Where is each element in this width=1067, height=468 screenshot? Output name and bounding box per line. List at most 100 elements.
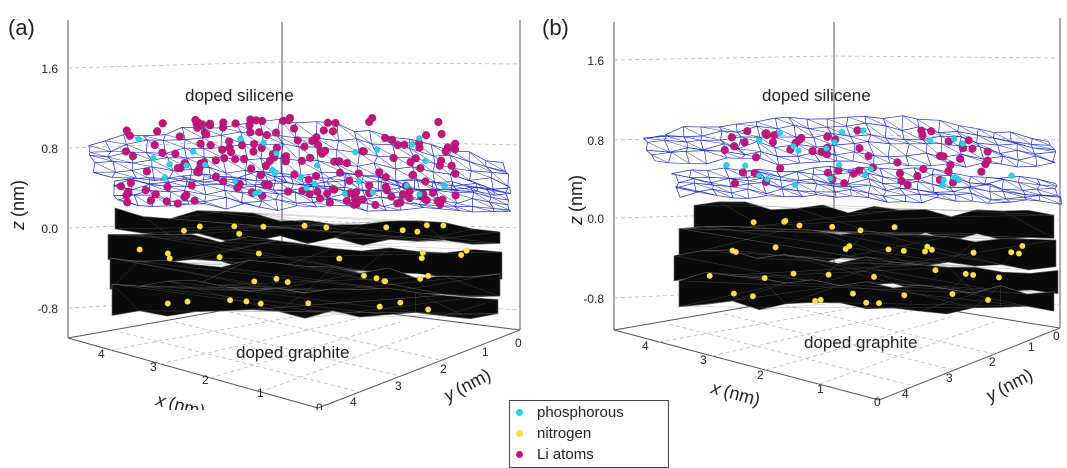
nitrogen-atom — [949, 290, 956, 298]
silicene-mesh-edge — [112, 160, 133, 164]
graphite-mesh-edge — [745, 201, 772, 210]
silicene-mesh-edge — [283, 143, 300, 148]
nitrogen-atom — [900, 247, 907, 255]
silicene-mesh-edge — [133, 194, 153, 207]
phosphorous-atom — [251, 190, 259, 197]
silicene-mesh-edge — [887, 143, 891, 157]
silicene-mesh-edge — [336, 149, 358, 167]
li-atom — [151, 190, 160, 199]
silicene-mesh-edge — [1036, 188, 1058, 196]
silicene-mesh-edge — [381, 197, 385, 207]
silicene-mesh-edge — [203, 184, 225, 191]
legend-label: Li atoms — [537, 445, 594, 463]
graphite-mesh-edge — [786, 282, 947, 290]
nitrogen-atom — [928, 246, 936, 253]
silicene-mesh-edge — [89, 155, 96, 163]
silicene-mesh-edge — [645, 142, 648, 151]
silicene-mesh-edge — [275, 198, 297, 204]
silicene-mesh-edge — [647, 139, 665, 143]
graphite-mesh-edge — [333, 248, 362, 252]
z-tick: 0.0 — [587, 212, 604, 226]
silicene-mesh-edge — [861, 166, 884, 178]
graphite-mesh-edge — [925, 232, 977, 234]
silicene-mesh-edge — [865, 116, 887, 127]
phosphorous-atom — [190, 148, 197, 155]
silicene-mesh-edge — [1002, 155, 1018, 168]
silicene-mesh-edge — [905, 143, 910, 156]
silicene-mesh-edge — [202, 173, 205, 183]
silicene-mesh-edge — [736, 123, 758, 127]
silicene-mesh-edge — [336, 123, 357, 139]
silicene-mesh-edge — [131, 170, 155, 181]
silicene-mesh-edge — [933, 191, 954, 193]
phosphorous-atom — [838, 128, 846, 136]
silicene-mesh-edge — [850, 189, 852, 196]
silicene-mesh-edge — [812, 179, 818, 185]
silicene-mesh-edge — [917, 181, 935, 193]
phosphorous-atom — [166, 161, 173, 168]
silicene-mesh-edge — [417, 180, 420, 190]
silicene-mesh-edge — [1018, 182, 1023, 191]
silicene-mesh-edge — [757, 125, 778, 130]
graphite-mesh-edge — [167, 280, 306, 319]
silicene-mesh-edge — [933, 192, 940, 195]
silicene-mesh-edge — [1032, 138, 1051, 146]
silicene-mesh-edge — [873, 162, 891, 166]
graphite-mesh-edge — [139, 286, 250, 292]
nitrogen-atom — [417, 275, 424, 282]
li-atom — [345, 176, 354, 185]
silicene-mesh-edge — [470, 187, 474, 193]
panel-a-plot: (a) doped silicene doped graphite 1.6 0.… — [8, 15, 522, 410]
silicene-mesh-edge — [131, 162, 134, 171]
nitrogen-atom — [970, 249, 977, 257]
silicene-mesh-edge — [774, 147, 778, 157]
silicene-mesh-edge — [112, 161, 133, 171]
li-atom — [196, 139, 205, 149]
silicene-mesh-edge — [1022, 188, 1037, 191]
phosphorous-atom — [416, 191, 423, 198]
silicene-mesh-edge — [953, 191, 972, 194]
silicene-mesh-edge — [867, 141, 889, 158]
silicene-mesh-edge — [436, 189, 453, 193]
silicene-mesh-edge — [777, 124, 795, 130]
li-atom — [173, 199, 183, 208]
y-tick: 2 — [989, 355, 996, 369]
li-atom — [797, 133, 806, 143]
silicene-mesh-edge — [906, 155, 932, 167]
graphite-mesh-edge — [107, 234, 474, 250]
silicene-mesh-edge — [776, 171, 781, 178]
silicene-mesh-edge — [491, 197, 509, 201]
silicene-mesh-edge — [255, 185, 273, 191]
silicene-mesh-edge — [799, 161, 821, 164]
silicene-mesh-edge — [356, 138, 378, 157]
li-atom — [738, 168, 748, 177]
li-atom — [322, 189, 332, 198]
silicene-mesh-edge — [1002, 191, 1025, 198]
li-atom — [393, 140, 402, 150]
graphite-mesh-edge — [822, 204, 1055, 216]
graphite-mesh-edge — [111, 284, 140, 311]
graphite-mesh-edge — [811, 261, 894, 287]
silicene-mesh-edge — [668, 162, 690, 164]
graphite-mesh-edge — [732, 282, 787, 302]
z-tick: 0.8 — [587, 134, 604, 148]
silicene-mesh-edge — [904, 195, 907, 202]
silicene-mesh-edge — [400, 201, 424, 208]
silicene-mesh-edge — [755, 121, 758, 127]
silicene-mesh-edge — [1003, 179, 1019, 183]
z-tick: 1.6 — [41, 62, 58, 76]
li-atom — [983, 156, 992, 165]
silicene-mesh-edge — [691, 169, 708, 171]
silicene-mesh-edge — [1017, 143, 1033, 149]
silicene-mesh-edge — [131, 166, 152, 171]
li-atom — [182, 190, 191, 200]
silicene-mesh-edge — [1001, 188, 1023, 191]
phosphorous-atom — [416, 135, 423, 142]
li-atom — [421, 130, 431, 140]
graphite-mesh-edge — [444, 276, 501, 297]
annotation-graphite: doped graphite — [804, 333, 917, 352]
silicene-mesh-edge — [1035, 155, 1056, 163]
li-atom — [398, 190, 408, 199]
silicene-mesh-edge — [758, 171, 781, 181]
silicene-mesh-edge — [671, 151, 686, 153]
